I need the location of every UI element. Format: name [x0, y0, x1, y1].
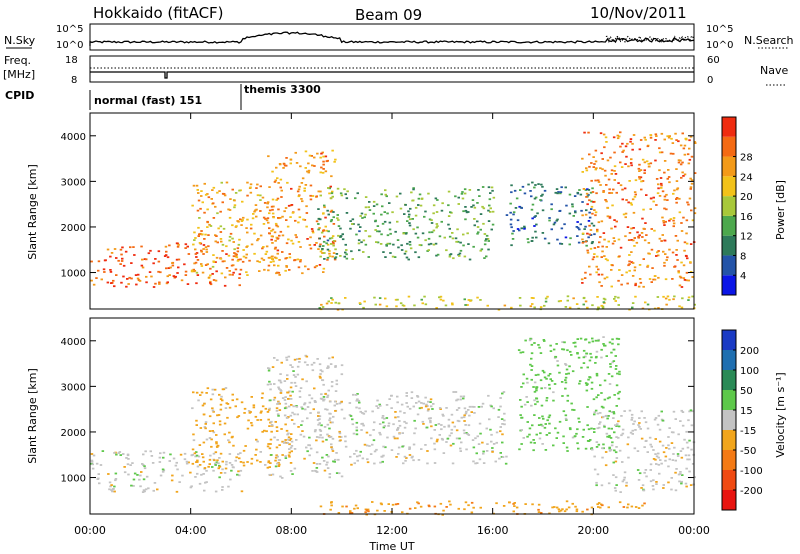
velocity-colorbar-tick-6: 100 — [740, 366, 759, 377]
region-velocity-2 — [266, 354, 344, 479]
freq-unit: [MHz] — [3, 68, 35, 81]
power-colorbar-swatch-3 — [722, 215, 736, 236]
power-colorbar-tick-6: 28 — [740, 153, 753, 164]
xtick-6: 00:00 — [678, 524, 710, 537]
velocity-y-axis: 1000 2000 3000 4000 — [61, 337, 694, 485]
nsky-tick-bottom: 10^0 — [56, 40, 83, 51]
power-colorbar-swatch-1 — [722, 255, 736, 276]
velocity-colorbar-tick-5: 50 — [740, 386, 753, 397]
nsearch-label: N.Search — [744, 34, 794, 47]
nsearch-tick-bottom: 10^0 — [706, 40, 733, 51]
xtick-4: 16:00 — [477, 524, 509, 537]
nsky-label: N.Sky — [4, 34, 36, 47]
nsky-tick-top: 10^5 — [56, 24, 83, 35]
cpid-mode-1: normal (fast) 151 — [94, 94, 202, 107]
velocity-colorbar-swatch-7 — [722, 350, 736, 370]
beam-title: Beam 09 — [355, 6, 422, 24]
velocity-colorbar-tick-3: -15 — [740, 426, 756, 437]
velocity-colorbar-swatch-6 — [722, 370, 736, 390]
velocity-x-axis: 00:00 04:00 08:00 12:00 16:00 20:00 00:00 — [74, 113, 710, 537]
station-title: Hokkaido (fitACF) — [93, 4, 224, 22]
freq-label: Freq. — [4, 54, 31, 67]
power-colorbar-swatch-2 — [722, 235, 736, 256]
xtick-3: 12:00 — [376, 524, 408, 537]
region-velocity-0 — [90, 450, 244, 493]
date-title: 10/Nov/2011 — [590, 4, 687, 22]
power-colorbar-swatch-5 — [722, 176, 736, 197]
velocity-colorbar-tick-1: -100 — [740, 466, 763, 477]
velocity-colorbar: -200 -100 -50 -15 15 50 100 200 — [721, 329, 763, 511]
velocity-colorbar-swatch-0 — [722, 490, 736, 510]
ytick-velocity-2: 3000 — [61, 382, 86, 393]
region-velocity-3 — [317, 391, 508, 466]
region-velocity-4 — [517, 336, 621, 452]
ytick-velocity-0: 1000 — [61, 474, 86, 485]
velocity-colorbar-swatch-5 — [722, 390, 736, 410]
velocity-xlabel: Time UT — [368, 540, 414, 553]
freq-tick-bottom: 8 — [71, 75, 77, 86]
power-colorbar-tick-0: 4 — [740, 271, 746, 282]
ytick-power-0: 1000 — [61, 269, 86, 280]
power-colorbar-swatch-4 — [722, 196, 736, 216]
velocity-colorbar-swatch-8 — [722, 330, 736, 350]
power-heatmap — [90, 131, 697, 311]
power-y-axis: 1000 2000 3000 4000 — [61, 132, 694, 280]
power-colorbar-swatch-7 — [722, 136, 736, 157]
velocity-colorbar-swatch-2 — [722, 450, 736, 470]
power-colorbar-swatch-6 — [722, 156, 736, 177]
xtick-0: 00:00 — [74, 524, 106, 537]
cpid-label: CPID — [5, 89, 34, 102]
ytick-power-1: 2000 — [61, 223, 86, 234]
velocity-ylabel: Slant Range [km] — [26, 368, 39, 464]
region-power-4 — [317, 186, 496, 261]
power-colorbar-tick-5: 24 — [740, 172, 753, 183]
power-colorbar-swatch-8 — [722, 117, 736, 137]
region-velocity-5 — [593, 409, 696, 493]
velocity-colorbar-swatch-1 — [722, 470, 736, 490]
xtick-5: 20:00 — [577, 524, 609, 537]
power-colorbar-tick-2: 12 — [740, 232, 753, 243]
velocity-colorbar-tick-2: -50 — [740, 446, 756, 457]
nave-tick-top: 60 — [707, 55, 720, 66]
power-colorbar-tick-4: 20 — [740, 192, 753, 203]
ytick-power-2: 3000 — [61, 177, 86, 188]
cpid-mode-2: themis 3300 — [244, 83, 321, 96]
region-power-2 — [190, 181, 281, 279]
xtick-2: 08:00 — [275, 524, 307, 537]
freq-tick-top: 18 — [65, 55, 78, 66]
nave-label: Nave — [760, 64, 788, 77]
nave-tick-bottom: 0 — [707, 75, 713, 86]
ytick-velocity-3: 4000 — [61, 337, 86, 348]
velocity-colorbar-tick-0: -200 — [740, 486, 763, 497]
region-power-0 — [90, 245, 162, 288]
power-colorbar-tick-1: 8 — [740, 251, 746, 262]
power-colorbar-label: Power [dB] — [774, 180, 787, 240]
nsearch-tick-top: 10^5 — [706, 24, 733, 35]
velocity-colorbar-tick-4: 15 — [740, 406, 753, 417]
power-colorbar-tick-3: 16 — [740, 212, 753, 223]
status-traces — [89, 31, 695, 79]
region-power-3 — [266, 149, 337, 275]
velocity-colorbar-swatch-4 — [722, 410, 736, 430]
power-colorbar-swatch-0 — [722, 275, 736, 295]
velocity-colorbar-tick-7: 200 — [740, 346, 759, 357]
velocity-heatmap — [90, 336, 696, 516]
xtick-1: 04:00 — [175, 524, 207, 537]
velocity-colorbar-label: Velocity [m s⁻¹] — [774, 372, 787, 457]
region-velocity-1 — [191, 387, 294, 470]
ytick-power-3: 4000 — [61, 132, 86, 143]
region-power-7 — [318, 295, 696, 311]
region-power-6 — [580, 131, 697, 288]
velocity-colorbar-swatch-3 — [722, 430, 736, 450]
power-colorbar: 4 8 12 16 20 24 28 — [721, 116, 753, 296]
power-ylabel: Slant Range [km] — [26, 164, 39, 260]
ytick-velocity-1: 2000 — [61, 428, 86, 439]
